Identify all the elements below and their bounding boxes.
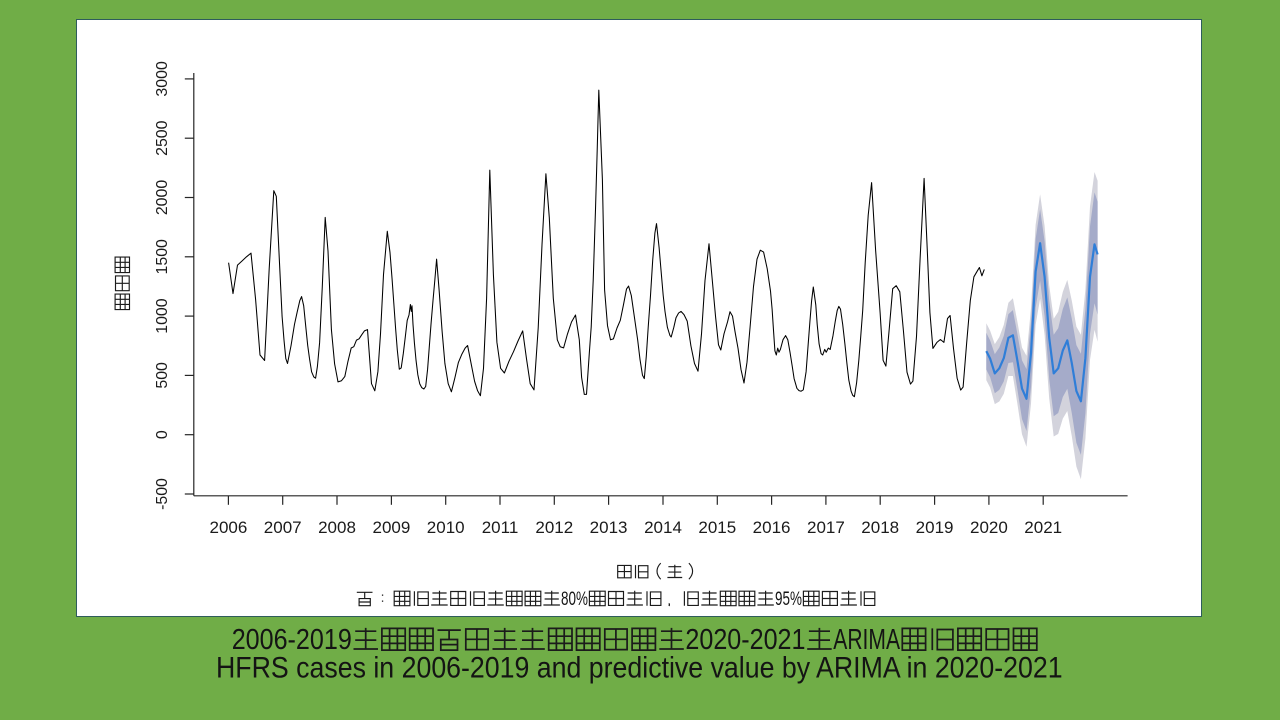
- svg-text:-500: -500: [154, 478, 171, 510]
- svg-text:2006-2019: 2006-2019: [232, 624, 352, 656]
- svg-text:80%: 80%: [561, 588, 588, 610]
- svg-text:2500: 2500: [154, 120, 171, 156]
- svg-text:1000: 1000: [154, 298, 171, 334]
- svg-text:2020: 2020: [970, 518, 1008, 537]
- svg-text:3000: 3000: [154, 61, 171, 97]
- svg-text:2018: 2018: [861, 518, 899, 537]
- svg-text:0: 0: [154, 430, 171, 439]
- svg-text:2012: 2012: [535, 518, 573, 537]
- svg-text:2014: 2014: [644, 518, 682, 537]
- svg-text:2020-2021: 2020-2021: [685, 624, 805, 656]
- svg-text:ARIMA: ARIMA: [833, 624, 900, 656]
- svg-text:1500: 1500: [154, 239, 171, 275]
- svg-text:2015: 2015: [698, 518, 736, 537]
- svg-text:2009: 2009: [372, 518, 410, 537]
- svg-text:2008: 2008: [318, 518, 356, 537]
- svg-text:2007: 2007: [264, 518, 302, 537]
- svg-text:2010: 2010: [427, 518, 465, 537]
- svg-text:2021: 2021: [1024, 518, 1062, 537]
- svg-text:HFRS cases in 2006-2019 and pr: HFRS cases in 2006-2019 and predictive v…: [216, 653, 1063, 685]
- svg-text:2013: 2013: [590, 518, 628, 537]
- svg-text:500: 500: [154, 362, 171, 389]
- svg-text:95%: 95%: [775, 588, 802, 610]
- svg-text:2019: 2019: [916, 518, 954, 537]
- svg-text:2011: 2011: [482, 518, 519, 537]
- svg-text:2006: 2006: [209, 518, 247, 537]
- svg-text:2017: 2017: [807, 518, 845, 537]
- svg-text:2016: 2016: [753, 518, 791, 537]
- svg-text:2000: 2000: [154, 180, 171, 216]
